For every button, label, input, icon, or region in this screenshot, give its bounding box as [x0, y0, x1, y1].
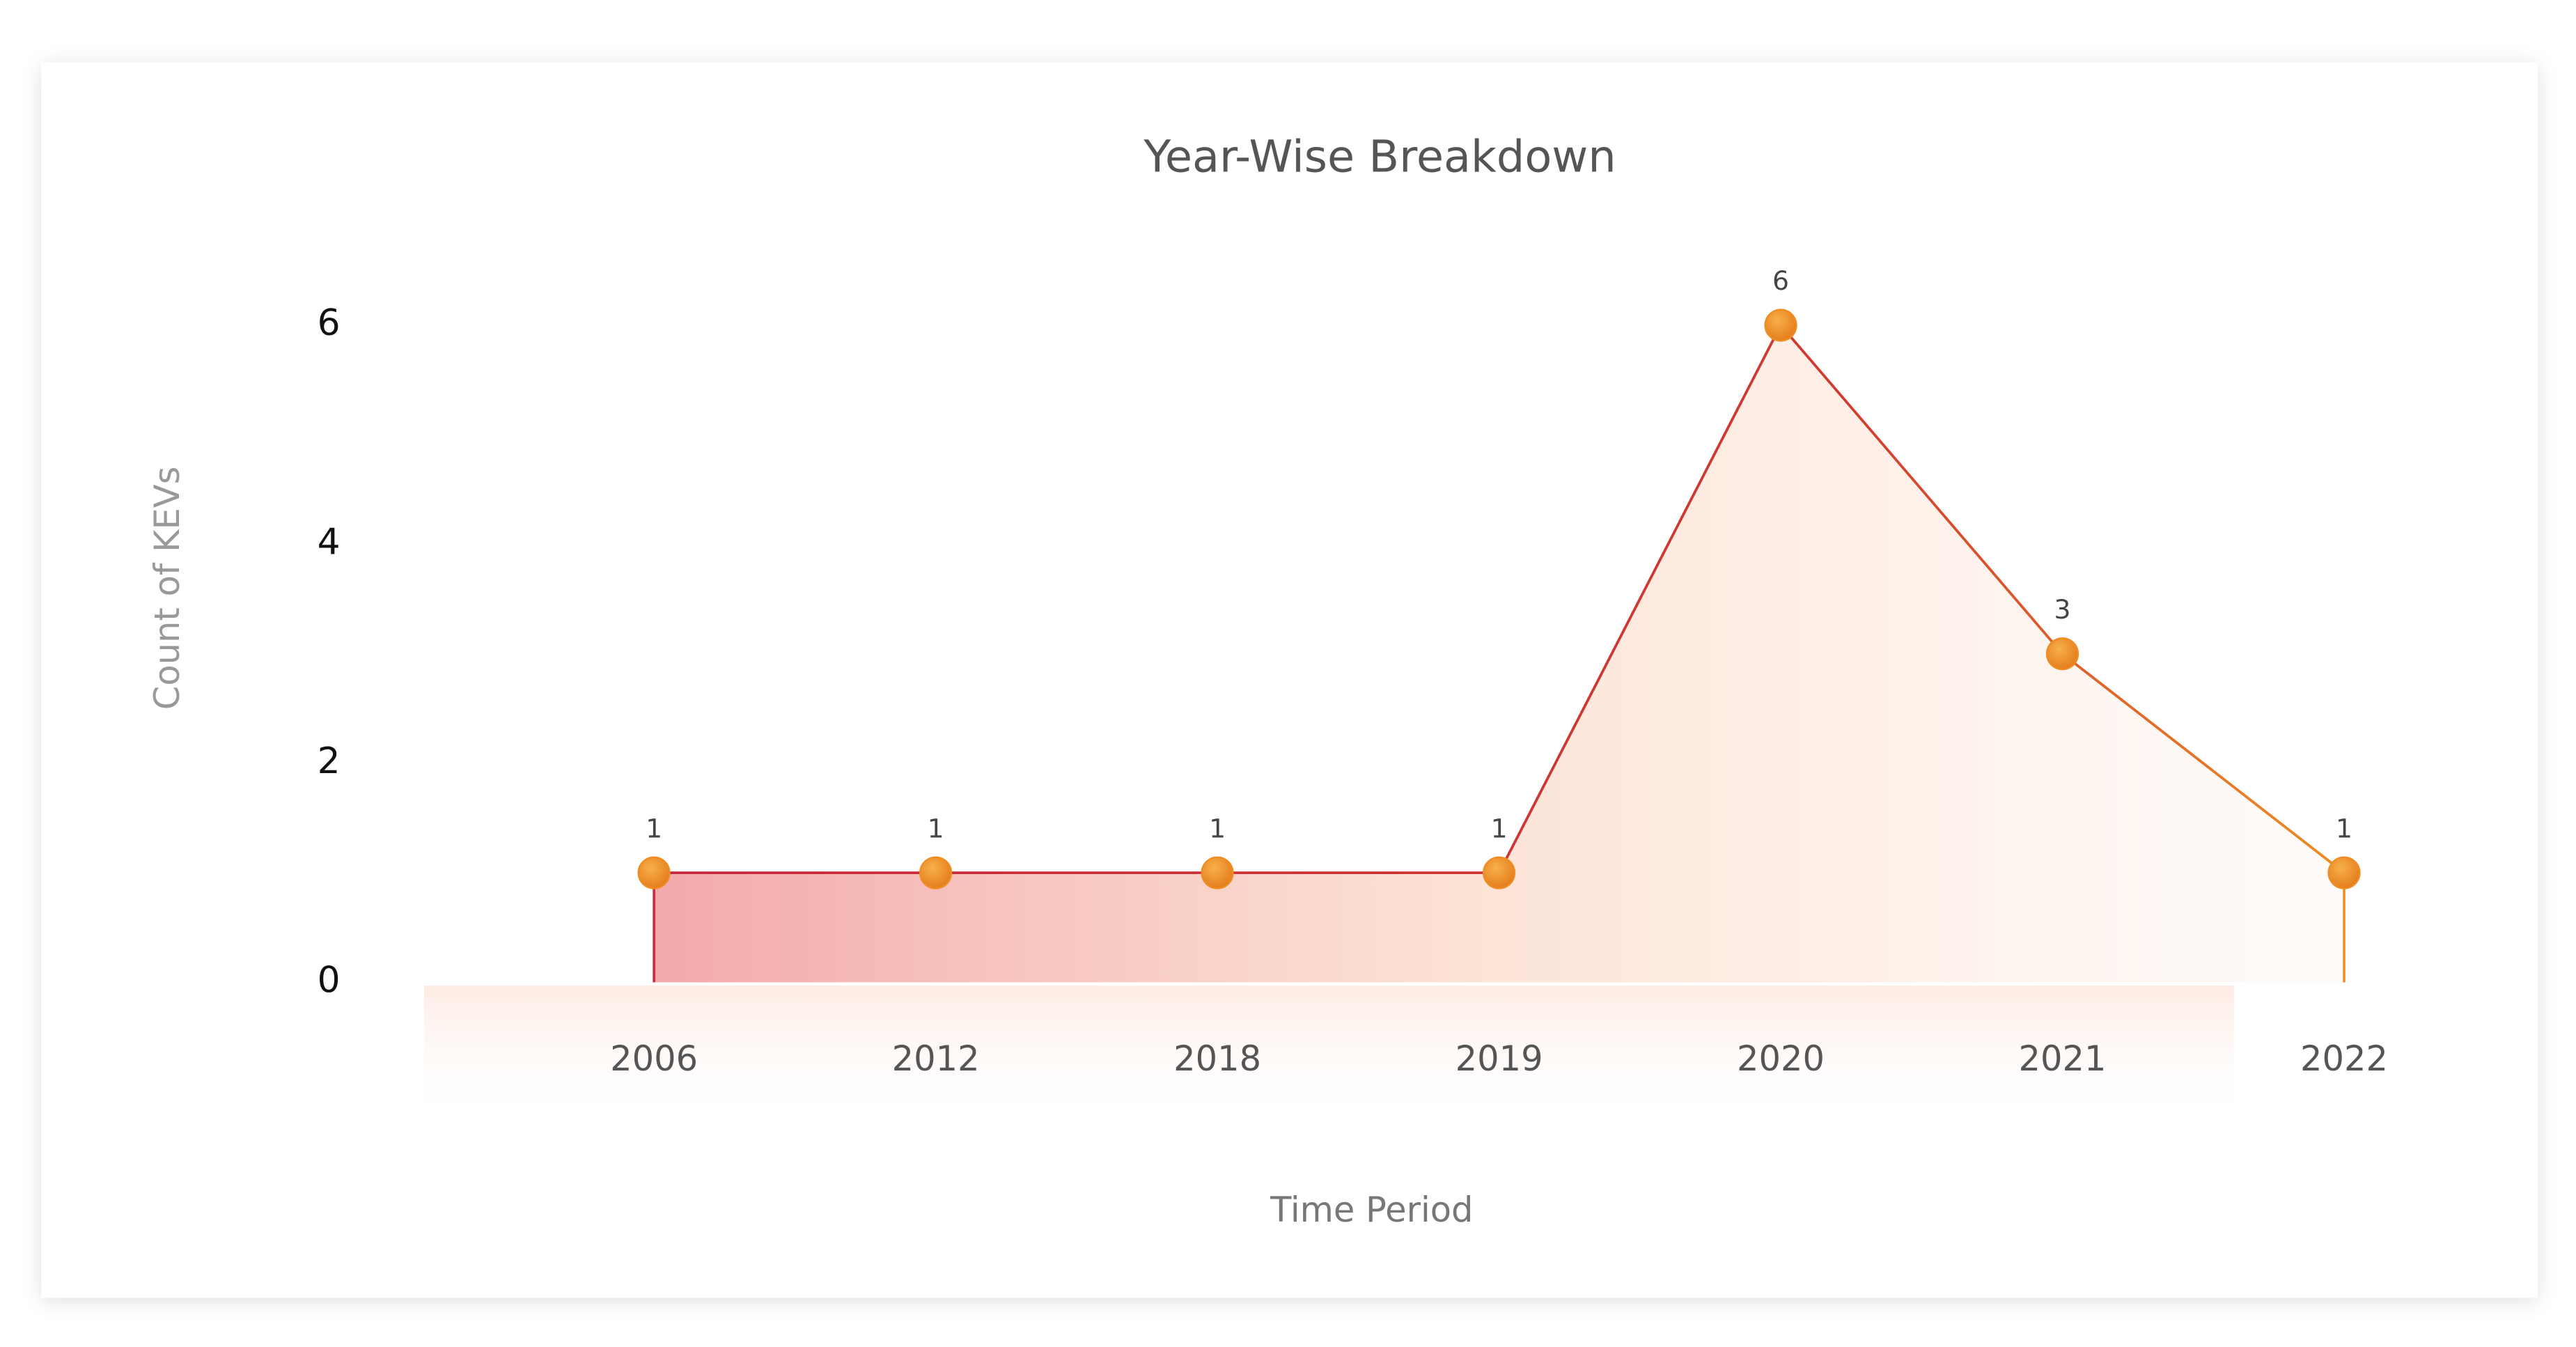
chart-title: Year-Wise Breakdown — [1143, 131, 1616, 182]
x-tick-label: 2006 — [610, 1038, 698, 1079]
data-point — [1764, 309, 1797, 342]
value-label: 1 — [1491, 813, 1508, 843]
data-point — [1482, 856, 1516, 889]
y-tick-label: 0 — [318, 959, 341, 1001]
y-tick-label: 6 — [318, 302, 341, 344]
y-tick-label: 4 — [318, 521, 341, 563]
data-point — [637, 856, 671, 889]
value-label: 1 — [2336, 813, 2352, 843]
y-axis-title: Count of KEVs — [147, 467, 187, 710]
value-label: 1 — [1209, 813, 1226, 843]
x-tick-label: 2020 — [1737, 1038, 1825, 1079]
x-tick-label: 2019 — [1455, 1038, 1543, 1079]
data-point — [1201, 856, 1234, 889]
value-label: 1 — [928, 813, 944, 843]
value-label: 6 — [1772, 265, 1789, 296]
x-tick-label: 2021 — [2019, 1038, 2107, 1079]
x-axis-band — [423, 986, 2235, 1126]
value-label: 1 — [646, 813, 662, 843]
x-tick-label: 2018 — [1173, 1038, 1261, 1079]
data-point — [2045, 637, 2079, 671]
x-tick-label: 2022 — [2300, 1038, 2388, 1079]
data-point — [919, 856, 953, 889]
x-tick-label: 2012 — [892, 1038, 980, 1079]
y-tick-label: 2 — [318, 740, 341, 782]
x-axis-title: Time Period — [1270, 1190, 1473, 1230]
value-label: 3 — [2054, 594, 2071, 625]
data-point — [2327, 856, 2361, 889]
